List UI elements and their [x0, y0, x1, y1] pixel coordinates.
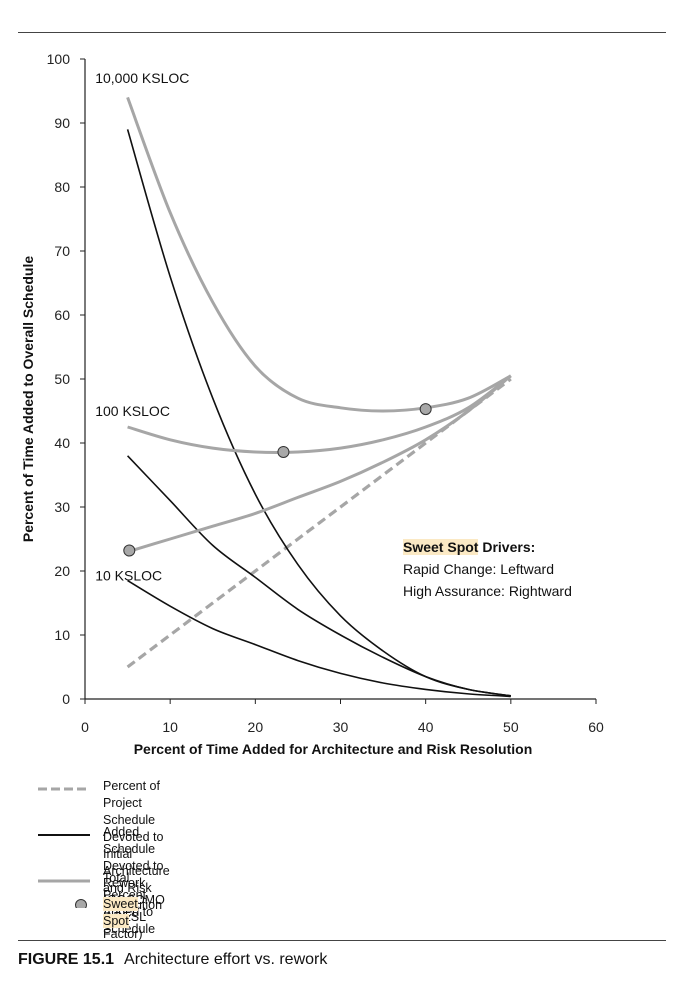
- x-tick-label: 50: [503, 719, 519, 735]
- gray-line-icon: [38, 879, 90, 883]
- y-tick-label: 0: [62, 691, 70, 707]
- series-line-black-2: [127, 455, 511, 697]
- figure-number: FIGURE 15.1: [18, 951, 115, 968]
- y-tick-label: 80: [54, 179, 70, 195]
- x-tick-label: 40: [418, 719, 434, 735]
- sweet-spot-points: [123, 403, 432, 557]
- sweet-spot-point-2: [419, 403, 432, 416]
- series-line-gray-4: [126, 96, 512, 413]
- y-tick-label: 90: [54, 115, 70, 131]
- x-tick-label: 0: [81, 719, 89, 735]
- x-tick-label: 60: [588, 719, 604, 735]
- x-tick-label: 30: [333, 719, 349, 735]
- bottom-rule: [18, 940, 666, 941]
- x-tick-label: 10: [162, 719, 178, 735]
- drivers-title: Sweet Spot Drivers:: [403, 536, 572, 558]
- y-tick-label: 100: [47, 51, 71, 67]
- x-axis-title: Percent of Time Added for Architecture a…: [134, 741, 533, 757]
- series-line-gray-5: [127, 374, 512, 454]
- x-tick-label: 20: [248, 719, 264, 735]
- legend-dashed-label-1: Percent of Project Schedule Devoted to: [103, 779, 164, 844]
- sweet-spot-drivers-note: Sweet Spot Drivers: Rapid Change: Leftwa…: [403, 536, 572, 602]
- curve-labels: 10,000 KSLOC 100 KSLOC 10 KSLOC: [95, 70, 189, 583]
- y-tick-label: 70: [54, 243, 70, 259]
- drivers-title-rest: Drivers:: [478, 539, 536, 555]
- drivers-line-high-assurance: High Assurance: Rightward: [403, 583, 572, 599]
- figure-caption: FIGURE 15.1 Architecture effort vs. rewor…: [18, 951, 327, 969]
- series-line-black-3: [127, 579, 511, 698]
- curve-label-1: 100 KSLOC: [95, 403, 170, 419]
- axes: 0 10 20 30 40 50 60 0 10 20 30 40 50 60 70 80 90 100: [47, 51, 604, 735]
- y-tick-label: 10: [54, 627, 70, 643]
- series-line-black-1: [126, 129, 511, 697]
- y-tick-label: 20: [54, 563, 70, 579]
- sweet-spot-point-1: [277, 445, 290, 458]
- top-rule: [18, 32, 666, 33]
- figure-caption-text: Architecture effort vs. rework: [124, 951, 328, 968]
- legend-black-label-1: Added Schedule Devoted to Rework: [103, 825, 164, 890]
- sweet-spot-circle-icon: [75, 899, 87, 908]
- drivers-line-rapid-change: Rapid Change: Leftward: [403, 561, 554, 577]
- y-axis-title: Percent of Time Added to Overall Schedul…: [20, 256, 36, 543]
- y-tick-label: 40: [54, 435, 70, 451]
- curve-label-0: 10,000 KSLOC: [95, 70, 189, 86]
- series-line-gray-6: [127, 374, 512, 554]
- curves: [126, 96, 512, 698]
- sweet-spot-point-0: [123, 544, 136, 557]
- black-line-icon: [38, 834, 90, 836]
- drivers-title-highlight: Sweet Spot: [403, 539, 479, 555]
- legend-sweet-spot-label: Sweet Spot: [103, 897, 138, 928]
- y-tick-label: 50: [54, 371, 70, 387]
- curve-label-2: 10 KSLOC: [95, 567, 162, 583]
- y-tick-label: 60: [54, 307, 70, 323]
- dashed-gray-line-icon: [38, 787, 90, 791]
- y-tick-label: 30: [54, 499, 70, 515]
- chart: 0 10 20 30 40 50 60 0 10 20 30 40 50 60 70 80 90 100 10,0…: [20, 51, 604, 757]
